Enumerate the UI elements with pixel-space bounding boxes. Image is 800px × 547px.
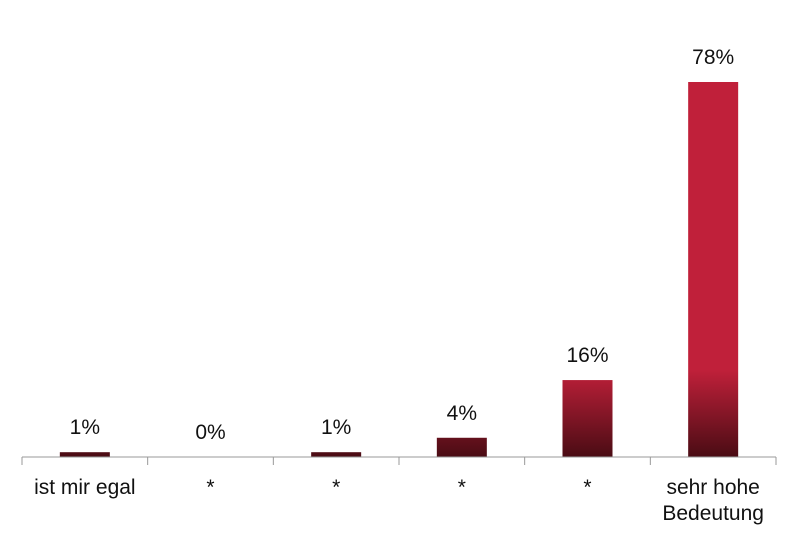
value-label: 0% xyxy=(195,421,225,444)
bar xyxy=(562,380,613,457)
x-tick-label: * xyxy=(332,476,341,499)
x-tick-label: * xyxy=(206,476,215,499)
value-label: 16% xyxy=(566,344,608,367)
value-label: 78% xyxy=(692,46,734,69)
value-label: 1% xyxy=(70,416,100,439)
value-label: 4% xyxy=(447,402,477,425)
bar xyxy=(59,452,110,457)
bar xyxy=(688,82,739,457)
bar xyxy=(311,452,362,457)
x-tick-label: * xyxy=(583,476,592,499)
bar xyxy=(436,437,487,457)
x-tick-label: * xyxy=(457,476,466,499)
x-tick-label: ist mir egal xyxy=(34,476,136,499)
value-label: 1% xyxy=(321,416,351,439)
x-tick-label: sehr hohe Bedeutung xyxy=(662,476,764,525)
